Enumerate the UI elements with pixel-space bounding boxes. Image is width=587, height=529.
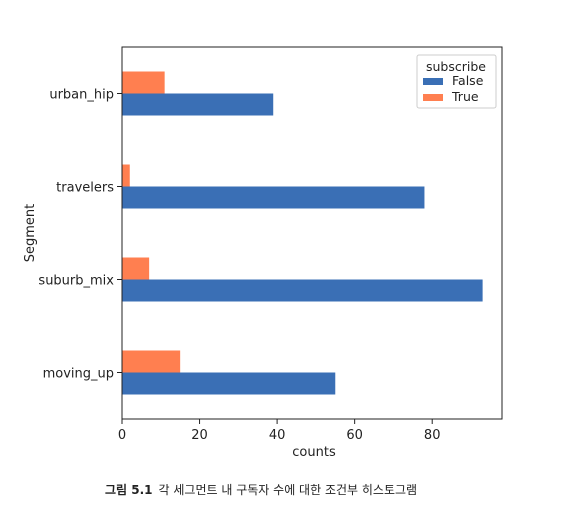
bar-urban_hip-false xyxy=(122,93,274,116)
plot-frame xyxy=(121,46,503,420)
figure-number: 그림 5.1 xyxy=(105,483,153,497)
y-axis-ticks: moving_up suburb_mix travelers urban_hip xyxy=(38,88,122,382)
bar-moving_up-false xyxy=(122,372,336,395)
y-tick-label-suburb_mix: suburb_mix xyxy=(38,274,114,289)
bar-moving_up-true xyxy=(122,350,181,373)
legend: subscribe False True xyxy=(416,54,497,109)
x-tick-label-0: 0 xyxy=(118,428,126,443)
legend-swatch-true xyxy=(423,94,443,101)
bar-travelers-false xyxy=(122,186,425,209)
bar-suburb_mix-true xyxy=(122,257,150,280)
bar-travelers-true xyxy=(122,164,130,187)
bars-group xyxy=(122,71,483,395)
y-tick-label-urban_hip: urban_hip xyxy=(49,88,114,103)
y-tick-label-moving_up: moving_up xyxy=(43,367,114,382)
bar-suburb_mix-false xyxy=(122,279,483,302)
legend-label-false: False xyxy=(452,73,484,88)
legend-swatch-false xyxy=(423,78,443,85)
x-tick-label-60: 60 xyxy=(346,428,363,443)
legend-title: subscribe xyxy=(426,59,486,74)
x-tick-label-80: 80 xyxy=(424,428,441,443)
figure-caption: 그림 5.1 각 세그먼트 내 구독자 수에 대한 조건부 히스토그램 xyxy=(105,481,417,498)
bar-urban_hip-true xyxy=(122,71,165,94)
caption-text: 각 세그먼트 내 구독자 수에 대한 조건부 히스토그램 xyxy=(158,483,418,497)
y-axis-title: Segment xyxy=(23,204,38,263)
y-tick-label-travelers: travelers xyxy=(56,181,114,196)
x-tick-label-20: 20 xyxy=(191,428,208,443)
x-tick-label-40: 40 xyxy=(269,428,286,443)
legend-label-true: True xyxy=(451,89,479,104)
x-axis-title: counts xyxy=(292,445,336,460)
x-axis-ticks: 0 20 40 60 80 xyxy=(118,419,441,443)
chart: moving_up suburb_mix travelers urban_hip 0 2… xyxy=(23,46,503,460)
